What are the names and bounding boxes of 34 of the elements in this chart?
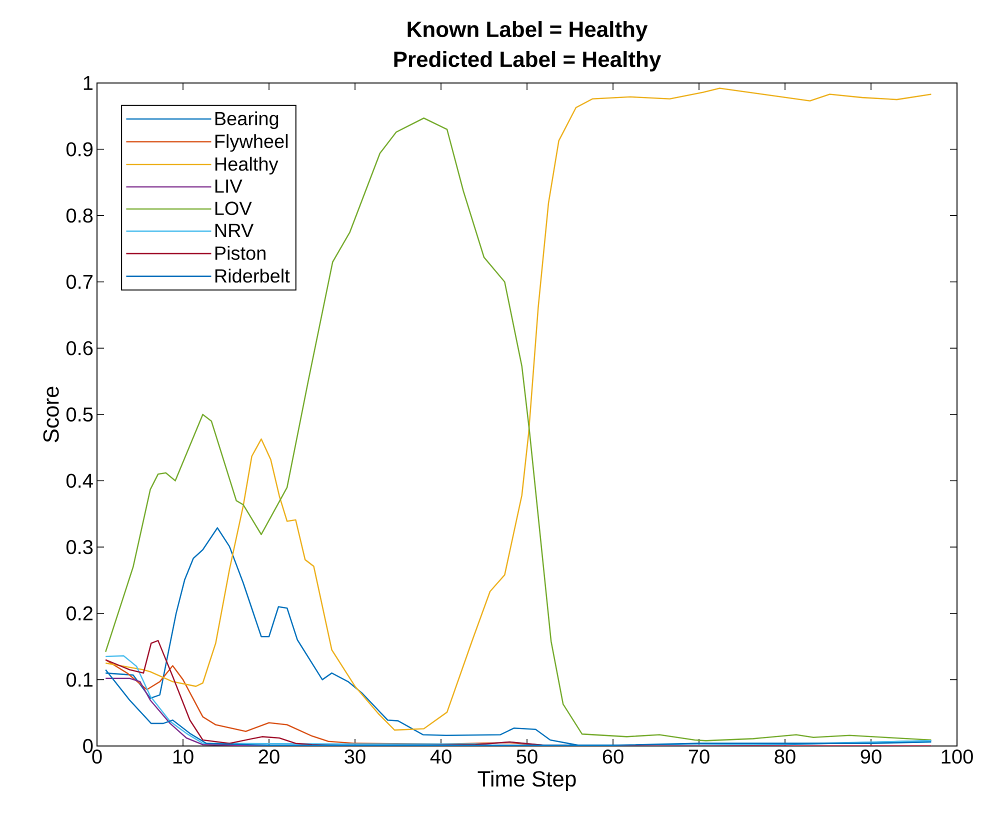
- x-tick-label: 10: [173, 750, 194, 764]
- x-tick-label: 70: [688, 750, 710, 764]
- legend-label: Piston: [215, 246, 266, 260]
- y-tick-label: 0.8: [66, 208, 93, 223]
- y-tick-label: 0.7: [66, 274, 92, 289]
- x-tick-label: 100: [942, 750, 973, 764]
- chart-subtitle: Predicted Label = Healthy: [394, 50, 662, 72]
- chart-title: Known Label = Healthy: [408, 20, 648, 42]
- x-tick-label: 20: [258, 750, 280, 764]
- y-tick-label: 0.5: [66, 407, 93, 422]
- y-tick-label: 1: [84, 76, 93, 90]
- x-tick-label: 60: [602, 750, 624, 764]
- x-tick-label: 90: [860, 750, 882, 764]
- x-tick-label: 50: [516, 750, 538, 764]
- y-tick-label: 0.2: [66, 606, 92, 620]
- y-tick-label: 0.4: [66, 474, 93, 488]
- y-tick-label: 0.9: [66, 142, 93, 156]
- y-tick-label: 0.1: [66, 672, 93, 687]
- x-tick-label: 30: [344, 750, 366, 764]
- y-axis-title: Score: [43, 386, 59, 442]
- x-tick-label: 80: [774, 750, 796, 764]
- legend-label: Riderbelt: [215, 268, 290, 283]
- legend-label: Bearing: [215, 111, 278, 130]
- legend-label: Flywheel: [215, 134, 288, 152]
- y-tick-label: 0.3: [66, 540, 93, 554]
- legend-label: LOV: [215, 202, 252, 216]
- y-tick-label: 0: [83, 738, 93, 754]
- legend-label: LIV: [215, 180, 242, 193]
- x-tick-label: 40: [430, 750, 452, 764]
- legend-label: NRV: [215, 224, 254, 237]
- legend-label: Healthy: [215, 156, 278, 175]
- y-tick-label: 0.6: [66, 341, 93, 356]
- x-tick-label: 0: [92, 750, 102, 764]
- x-axis-title: Time Step: [478, 770, 576, 792]
